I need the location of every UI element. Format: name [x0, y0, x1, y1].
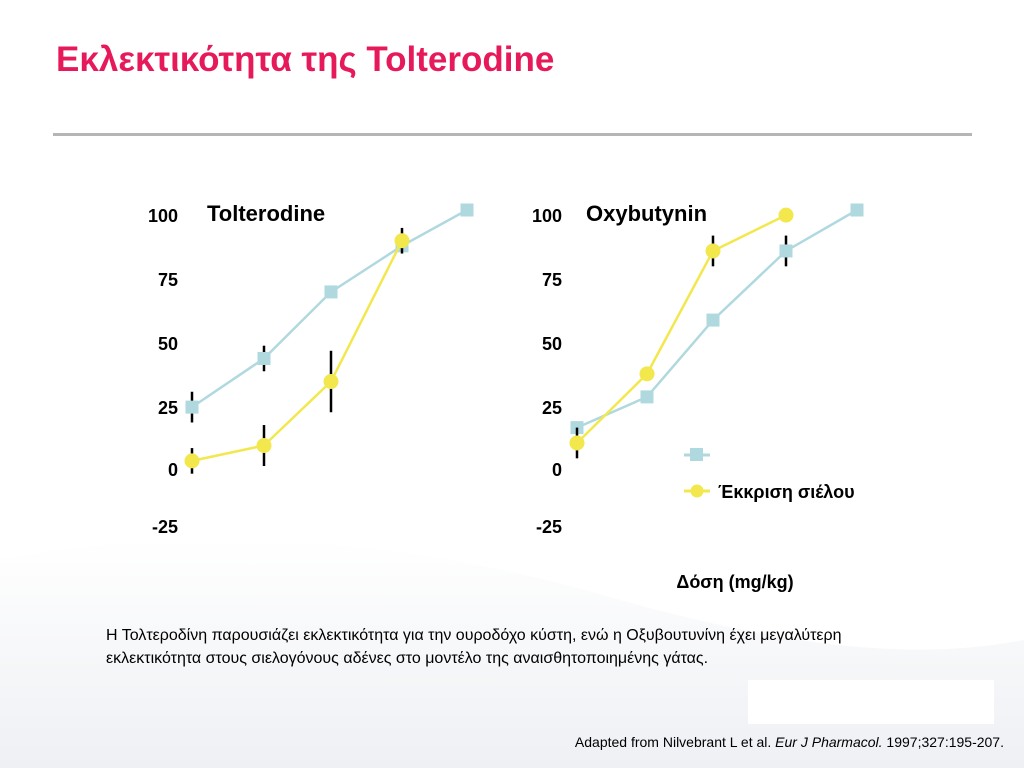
oxybutynin-plot-area — [569, 203, 864, 459]
data-point-square — [640, 390, 654, 404]
tolterodine-chart-title: Tolterodine — [207, 201, 325, 226]
citation-suffix: 1997;327:195-207. — [882, 734, 1004, 750]
data-point-circle — [256, 438, 272, 454]
data-point-circle — [639, 366, 655, 382]
legend-marker-circle — [690, 484, 704, 498]
data-point-square — [324, 285, 338, 299]
legend: Έκκριση σιέλου — [684, 448, 855, 502]
y-tick-label: 25 — [542, 398, 562, 418]
y-tick-label: -25 — [536, 517, 562, 537]
y-tick-label: 100 — [532, 206, 562, 226]
citation-journal: Eur J Pharmacol. — [775, 734, 883, 750]
legend-item-square — [684, 448, 710, 461]
y-tick-label: 50 — [542, 334, 562, 354]
y-tick-label: 25 — [158, 398, 178, 418]
data-point-square — [706, 313, 720, 327]
y-tick-label: 75 — [158, 270, 178, 290]
data-point-square — [257, 351, 271, 365]
data-point-circle — [394, 233, 410, 249]
data-point-circle — [778, 207, 794, 223]
data-point-circle — [569, 435, 585, 451]
tolterodine-plot-area — [184, 203, 474, 474]
data-point-circle — [323, 374, 339, 390]
y-tick-label: 0 — [552, 460, 562, 480]
slide-caption: Η Τολτεροδίνη παρουσιάζει εκλεκτικότητα … — [106, 627, 842, 667]
title-divider — [53, 133, 972, 136]
oxybutynin-chart: Oxybutynin 100 75 50 25 0 -25 Έκκριση σι… — [532, 201, 864, 592]
legend-marker-square — [690, 448, 703, 461]
circle-series-line — [576, 213, 787, 444]
oxybutynin-chart-title: Oxybutynin — [586, 201, 707, 226]
citation-prefix: Adapted from Nilvebrant L et al. — [574, 734, 776, 750]
oxybutynin-y-ticks: 100 75 50 25 0 -25 — [532, 206, 562, 537]
data-point-square — [779, 244, 793, 258]
x-axis-label: Δόση (mg/kg) — [676, 572, 793, 592]
y-tick-label: 75 — [542, 270, 562, 290]
y-tick-label: 0 — [168, 460, 178, 480]
circle-series-line — [191, 240, 404, 463]
legend-item-circle: Έκκριση σιέλου — [684, 482, 855, 502]
data-point-circle — [705, 243, 721, 259]
data-point-square — [185, 400, 199, 414]
y-tick-label: 50 — [158, 334, 178, 354]
data-point-square — [850, 203, 864, 217]
slide-title: Εκλεκτικότητα της Tolterodine — [56, 40, 555, 79]
legend-label-circle: Έκκριση σιέλου — [718, 482, 855, 502]
data-point-circle — [184, 453, 200, 469]
y-tick-label: 100 — [148, 206, 178, 226]
tolterodine-y-ticks: 100 75 50 25 0 -25 — [148, 206, 178, 537]
tolterodine-chart: Tolterodine 100 75 50 25 0 -25 — [148, 201, 474, 537]
data-point-square — [460, 203, 474, 217]
citation: Adapted from Nilvebrant L et al. Eur J P… — [575, 734, 1004, 750]
y-tick-label: -25 — [152, 517, 178, 537]
